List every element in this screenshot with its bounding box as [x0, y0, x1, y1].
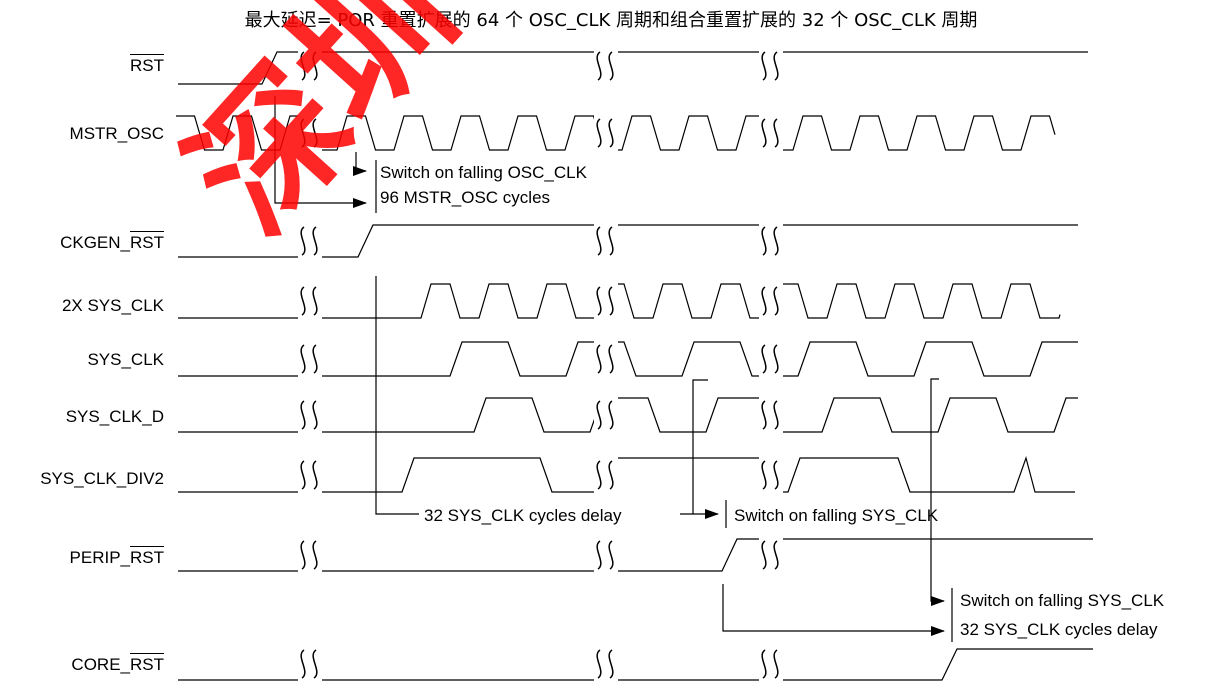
break-r6-b0-1-stroke [312, 460, 318, 490]
break-r0-b0-1-stroke [312, 51, 318, 81]
break-r7-b2-0-stroke [761, 540, 767, 570]
break-r0-b0-0-stroke [300, 51, 306, 81]
break-r8-b2-1-stroke [773, 649, 779, 679]
break-r8-b1-1-stroke [608, 649, 614, 679]
break-r2-b1-1-stroke [608, 226, 614, 256]
sysclk-label-text: SYS_CLK [87, 350, 164, 369]
break-r5-b2-1-stroke [773, 400, 779, 430]
break-r7-b2-1-stroke [773, 540, 779, 570]
break-r4-b1-1-stroke [608, 344, 614, 374]
break-r2-b0-1-stroke [312, 226, 318, 256]
break-r3-b1-0-stroke [596, 286, 602, 316]
perip-label-prefix: PERIP_ [69, 548, 130, 567]
break-r0-b1-0-stroke [596, 51, 602, 81]
guide-sys-clk-fall-1 [692, 379, 708, 514]
break-r8-b2-0-stroke [761, 649, 767, 679]
mstr-osc-label-text: MSTR_OSC [69, 124, 164, 143]
ckgen-rst-wave [178, 224, 1078, 258]
break-r6-b1-1-stroke [608, 460, 614, 490]
ckgen-label-prefix: CKGEN_ [60, 233, 130, 252]
signal-label-mstr-osc: MSTR_OSC [70, 124, 164, 144]
signal-label-sys-clk-d: SYS_CLK_D [66, 407, 164, 427]
sysclkd-label-text: SYS_CLK_D [65, 407, 164, 426]
core-rst-wave [178, 648, 1093, 681]
break-r1-b1-0-stroke [596, 118, 602, 148]
break-r4-b2-1-stroke [773, 344, 779, 374]
break-r4-b1-0-stroke [596, 344, 602, 374]
break-r4-b2-0-stroke [761, 344, 767, 374]
break-r1-b0-0-stroke [300, 118, 306, 148]
break-r5-b0-1-stroke [312, 400, 318, 430]
break-r3-b2-1-stroke [773, 286, 779, 316]
rst-label-text: RST [130, 54, 164, 75]
break-r7-b0-0-stroke [300, 540, 306, 570]
signal-label-ckgen-rst: CKGEN_RST [60, 231, 164, 253]
break-r5-b1-0-stroke [596, 400, 602, 430]
break-r6-b2-0-stroke [761, 460, 767, 490]
break-r5-b2-0-stroke [761, 400, 767, 430]
signal-label-sys-clk: SYS_CLK [87, 350, 164, 370]
signal-label-rst: RST [130, 54, 164, 76]
break-r2-b2-0-stroke [761, 226, 767, 256]
sys2x-label-text: 2X SYS_CLK [61, 296, 164, 315]
guide-delay-1 [375, 276, 419, 515]
break-r1-b2-1-stroke [773, 118, 779, 148]
sysclk-wave [178, 341, 1078, 377]
break-r0-b2-1-stroke [773, 51, 779, 81]
break-r8-b0-0-stroke [300, 649, 306, 679]
break-r1-b1-1-stroke [608, 118, 614, 148]
core-label-rst: RST [130, 653, 164, 674]
break-r3-b1-1-stroke [608, 286, 614, 316]
div2-label-text: SYS_CLK_DIV2 [40, 469, 164, 488]
break-r6-b2-1-stroke [773, 460, 779, 490]
guide-switch-osc [353, 152, 367, 176]
break-r7-b1-1-stroke [608, 540, 614, 570]
break-r7-b1-0-stroke [596, 540, 602, 570]
signal-label-perip-rst: PERIP_RST [69, 546, 164, 568]
break-r0-b2-0-stroke [761, 51, 767, 81]
break-r8-b1-0-stroke [596, 649, 602, 679]
guide-switch-sys-2 [930, 378, 945, 606]
break-r7-b0-1-stroke [312, 540, 318, 570]
break-r3-b2-0-stroke [761, 286, 767, 316]
signal-label-2x-sys-clk: 2X SYS_CLK [62, 296, 164, 316]
note-delay-2: 32 SYS_CLK cycles delay [960, 620, 1158, 639]
ckgen-label-rst: RST [130, 231, 164, 252]
note-switch-osc: Switch on falling OSC_CLK [380, 163, 587, 182]
break-r3-b0-0-stroke [300, 286, 306, 316]
break-r3-b0-1-stroke [312, 286, 318, 316]
signal-label-core-rst: CORE_RST [71, 653, 164, 675]
break-r5-b1-1-stroke [608, 400, 614, 430]
break-r6-b1-0-stroke [596, 460, 602, 490]
break-r6-b0-0-stroke [300, 460, 306, 490]
break-r1-b0-1-stroke [312, 118, 318, 148]
break-r5-b0-0-stroke [300, 400, 306, 430]
break-r2-b0-0-stroke [300, 226, 306, 256]
break-r8-b0-1-stroke [312, 649, 318, 679]
break-r0-b1-1-stroke [608, 51, 614, 81]
break-r4-b0-0-stroke [300, 344, 306, 374]
perip-label-rst: RST [130, 546, 164, 567]
guide-mstr-cycles [274, 96, 367, 208]
break-r1-b2-0-stroke [761, 118, 767, 148]
note-switch-sys-2: Switch on falling SYS_CLK [960, 591, 1165, 610]
core-label-prefix: CORE_ [71, 655, 130, 674]
diagram-title: 最大延迟= POR 重置扩展的 64 个 OSC_CLK 周期和组合重置扩展的 … [244, 10, 978, 31]
signal-label-sys-clk-div2: SYS_CLK_DIV2 [40, 469, 164, 489]
break-r2-b1-0-stroke [596, 226, 602, 256]
guide-delay-2 [722, 584, 945, 636]
rst-wave [178, 51, 1088, 85]
break-r4-b0-1-stroke [312, 344, 318, 374]
mstr-osc-wave [176, 115, 1056, 151]
note-switch-sys-1: Switch on falling SYS_CLK [734, 506, 939, 525]
sys2x-wave [178, 283, 1061, 319]
note-delay-1: 32 SYS_CLK cycles delay [424, 506, 622, 525]
note-mstr-cycles: 96 MSTR_OSC cycles [380, 188, 551, 207]
perip-rst-wave [178, 538, 1093, 572]
break-r2-b2-1-stroke [773, 226, 779, 256]
